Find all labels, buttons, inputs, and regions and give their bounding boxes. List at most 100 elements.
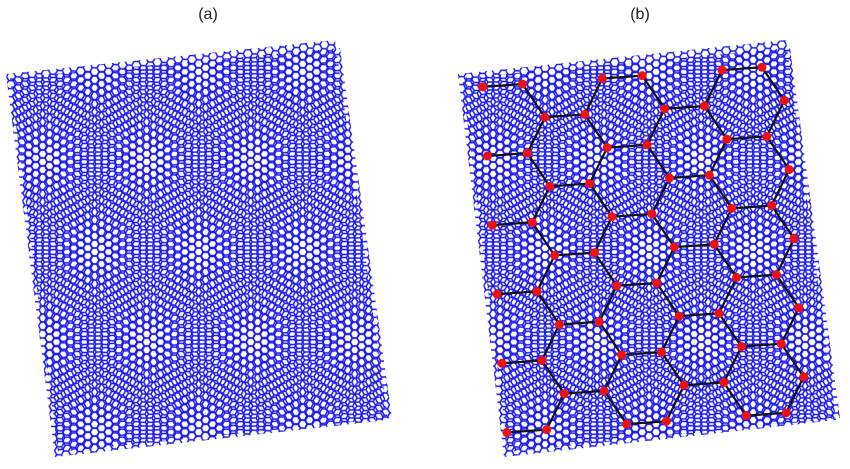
superlattice-edge [770, 204, 795, 240]
panel-a-label: (a) [198, 6, 218, 23]
superlattice-edge [588, 182, 613, 218]
superlattice-edge [593, 216, 613, 254]
superlattice-edge [723, 381, 748, 417]
superlattice-edge [526, 152, 551, 187]
superlattice-edge [665, 384, 685, 422]
superlattice-node [580, 109, 590, 119]
superlattice-node [527, 217, 537, 227]
superlattice-node [727, 203, 737, 213]
superlattice-edge [669, 174, 710, 179]
superlattice-edge [765, 135, 790, 171]
superlattice-node [762, 131, 772, 141]
superlattice-edge [536, 290, 561, 326]
superlattice-edge [545, 393, 566, 431]
superlattice-edge [660, 315, 681, 353]
superlattice-edge [679, 312, 720, 318]
superlattice-edge [559, 320, 600, 326]
superlattice-node [502, 427, 512, 437]
superlattice-edge [651, 213, 676, 248]
superlattice-edge [549, 182, 590, 188]
superlattice-node [661, 416, 671, 426]
superlattice-node [594, 317, 604, 327]
superlattice-edge [726, 135, 767, 141]
superlattice-edge [541, 359, 566, 395]
layer-2-sheet [458, 40, 836, 457]
superlattice-node [617, 350, 627, 360]
superlattice-edge [506, 428, 547, 434]
superlattice-edge [487, 152, 528, 157]
superlattice-edge [531, 185, 551, 223]
superlattice-node [559, 389, 569, 399]
panel-b-label: (b) [630, 6, 650, 23]
superlattice-edge [765, 100, 786, 137]
superlattice-edge [492, 221, 533, 227]
superlattice-edge [540, 324, 561, 361]
panel-b-lattice [458, 40, 840, 457]
superlattice-node [700, 101, 710, 111]
layer-2-sheet [6, 40, 388, 457]
superlattice-edge [583, 113, 609, 149]
superlattice-node [784, 165, 794, 175]
superlattice-node [597, 73, 607, 83]
superlattice-node [789, 234, 799, 244]
superlattice-edge [564, 389, 605, 395]
superlattice-edge [482, 83, 523, 88]
superlattice-edge [703, 69, 723, 107]
superlattice-edge [770, 169, 791, 206]
superlattice-edge [775, 238, 795, 276]
superlattice-node [537, 356, 547, 366]
superlattice-node [719, 378, 729, 388]
superlattice-node [652, 278, 662, 288]
superlattice-node [612, 281, 622, 291]
superlattice-edge [660, 351, 685, 386]
superlattice-edge [775, 274, 800, 309]
superlattice-node [599, 386, 609, 396]
superlattice-node [732, 272, 742, 282]
superlattice-edge [602, 74, 643, 80]
superlattice-node [540, 112, 550, 122]
superlattice-edge [718, 312, 743, 348]
superlattice-node [585, 179, 595, 189]
superlattice-edge [651, 177, 671, 215]
superlattice-edge [598, 321, 623, 356]
superlattice-edge [713, 243, 738, 278]
superlattice-edge [536, 254, 556, 292]
superlattice-edge [708, 174, 733, 209]
superlattice-node [757, 62, 767, 72]
superlattice-edge [501, 359, 542, 365]
superlattice-edge [746, 411, 787, 417]
superlattice-edge [731, 204, 772, 210]
superlattice-edge [708, 138, 728, 176]
superlattice-edge [780, 307, 800, 345]
superlattice-edge [664, 105, 705, 110]
superlattice-node [492, 289, 502, 299]
superlattice-edge [741, 342, 782, 348]
superlattice-node [545, 181, 555, 191]
superlattice-node [637, 71, 647, 81]
superlattice-edge [497, 290, 538, 296]
superlattice-edge [674, 243, 715, 249]
superlattice-edge [544, 113, 585, 119]
superlattice-node [776, 339, 786, 349]
superlattice-edge [554, 251, 595, 257]
superlattice-node [482, 151, 492, 161]
superlattice-node [607, 212, 617, 222]
superlattice-node [781, 408, 791, 418]
superlattice-node [542, 425, 552, 435]
superlattice-edge [531, 221, 556, 256]
superlattice-edge [526, 116, 546, 154]
superlattice-node [794, 303, 804, 313]
superlattice-edge [626, 420, 667, 426]
superlattice-node [767, 201, 777, 211]
superlattice-node [518, 79, 528, 89]
superlattice-node [664, 173, 674, 183]
superlattice-node [736, 342, 746, 352]
moire-superlattice-overlay [478, 62, 809, 437]
superlattice-node [709, 239, 719, 249]
superlattice-node [669, 242, 679, 252]
superlattice-edge [683, 381, 724, 387]
superlattice-node [717, 65, 727, 75]
superlattice-edge [588, 147, 609, 184]
superlattice-node [522, 148, 532, 158]
superlattice-edge [646, 108, 666, 146]
